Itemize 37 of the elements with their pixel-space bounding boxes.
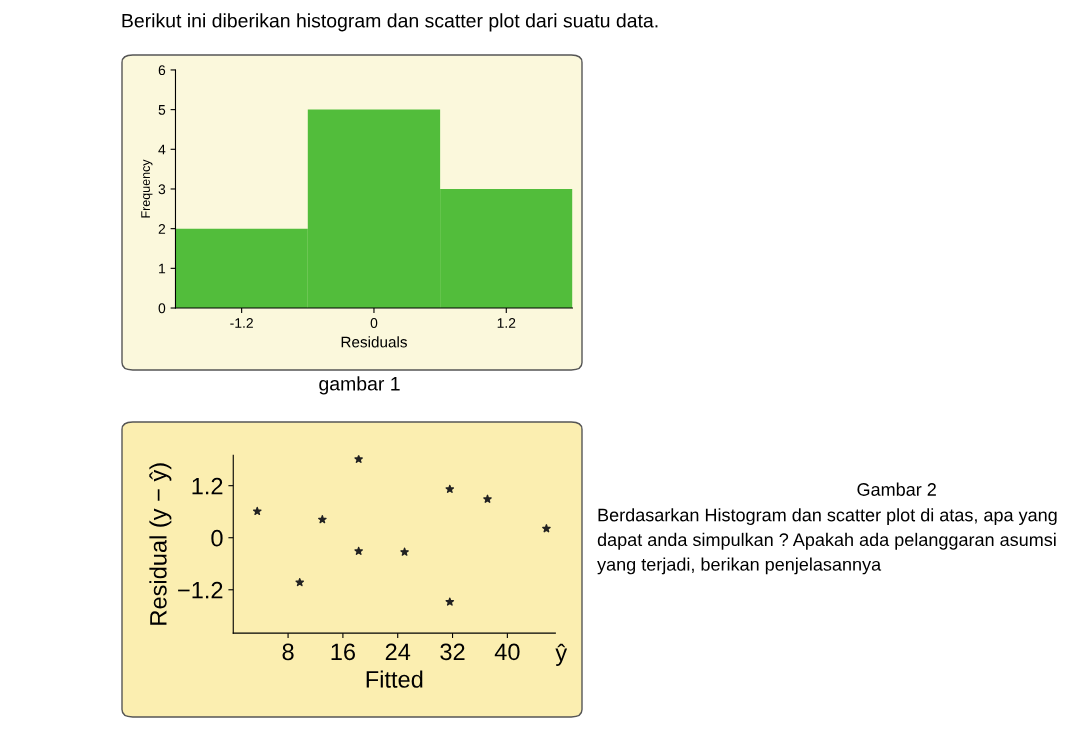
x-axis-title: Fitted (366, 670, 423, 688)
y-axis-title: Frequency (141, 159, 153, 218)
y-tick-label: 0 (158, 303, 166, 314)
point (542, 524, 551, 533)
x-tick-label: 1.2 (497, 318, 516, 328)
y-tick-label: 2 (158, 223, 166, 234)
point (445, 484, 455, 493)
y-tick-label: 5 (158, 105, 166, 115)
x-tick-label: 0 (370, 318, 378, 328)
point (318, 515, 327, 524)
point (483, 494, 492, 503)
point (400, 547, 409, 556)
y-tick-label: 3 (158, 184, 166, 195)
y-tick-label: 0 (211, 529, 223, 547)
text: ŷ (555, 643, 568, 666)
text: gambar 1 (319, 376, 400, 395)
point (354, 455, 363, 464)
y-tick-label: 1 (159, 263, 166, 274)
y-tick-label: 1.2 (192, 477, 223, 495)
x-tick-label: 16 (331, 643, 355, 661)
x-tick-label: 32 (440, 643, 465, 661)
y-tick-label: 6 (158, 65, 166, 76)
x-tick-label: 8 (282, 643, 294, 661)
x-tick-label: 24 (385, 643, 411, 660)
text: Gambar 2 (857, 482, 936, 496)
point (445, 597, 455, 606)
x-axis-title: Residuals (341, 336, 407, 348)
x-tick-label: -1.2 (230, 318, 253, 328)
y-tick-label: −1.2 (178, 581, 223, 599)
point (295, 577, 305, 587)
y-axis-title: Residual (y − ŷ) (149, 463, 172, 625)
y-tick-label: 4 (158, 144, 166, 155)
chart-title: Berikut ini diberikan histogram dan scatter plot dari suatu data. (122, 13, 658, 32)
text: Berdasarkan Histogram dan scatter plot di atas, apa yang dapat anda simpulkan ? Apakah ada pelanggaran asumsi yang terjadi, berikan penjelasannya (597, 508, 1057, 575)
point (252, 506, 262, 516)
x-tick-label: 40 (494, 643, 520, 661)
point (354, 546, 363, 555)
